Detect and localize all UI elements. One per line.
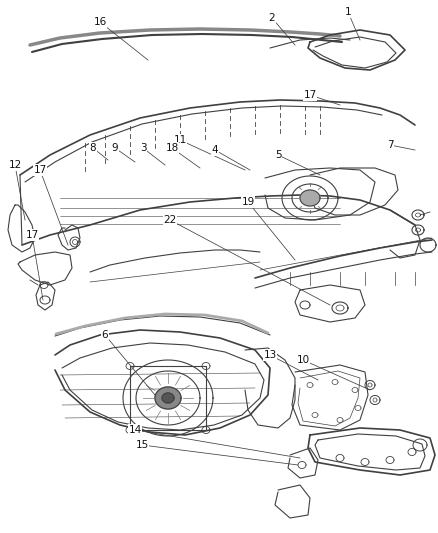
Text: 22: 22 (163, 215, 177, 225)
Text: 17: 17 (33, 165, 46, 175)
Text: 6: 6 (102, 330, 108, 340)
Text: 19: 19 (241, 197, 254, 207)
Text: 16: 16 (93, 17, 106, 27)
Text: 4: 4 (212, 145, 218, 155)
Text: 1: 1 (345, 7, 351, 17)
Text: 11: 11 (173, 135, 187, 145)
Text: 9: 9 (112, 143, 118, 153)
Text: 10: 10 (297, 355, 310, 365)
Polygon shape (300, 190, 320, 206)
Text: 7: 7 (387, 140, 393, 150)
Text: 17: 17 (25, 230, 39, 240)
Polygon shape (162, 393, 174, 403)
Text: 17: 17 (304, 90, 317, 100)
Polygon shape (155, 387, 181, 409)
Text: 5: 5 (275, 150, 281, 160)
Text: 12: 12 (8, 160, 21, 170)
Text: 3: 3 (140, 143, 146, 153)
Text: 8: 8 (90, 143, 96, 153)
Text: 15: 15 (135, 440, 148, 450)
Text: 2: 2 (268, 13, 276, 23)
Text: 14: 14 (128, 425, 141, 435)
Text: 18: 18 (166, 143, 179, 153)
Text: 13: 13 (263, 350, 277, 360)
